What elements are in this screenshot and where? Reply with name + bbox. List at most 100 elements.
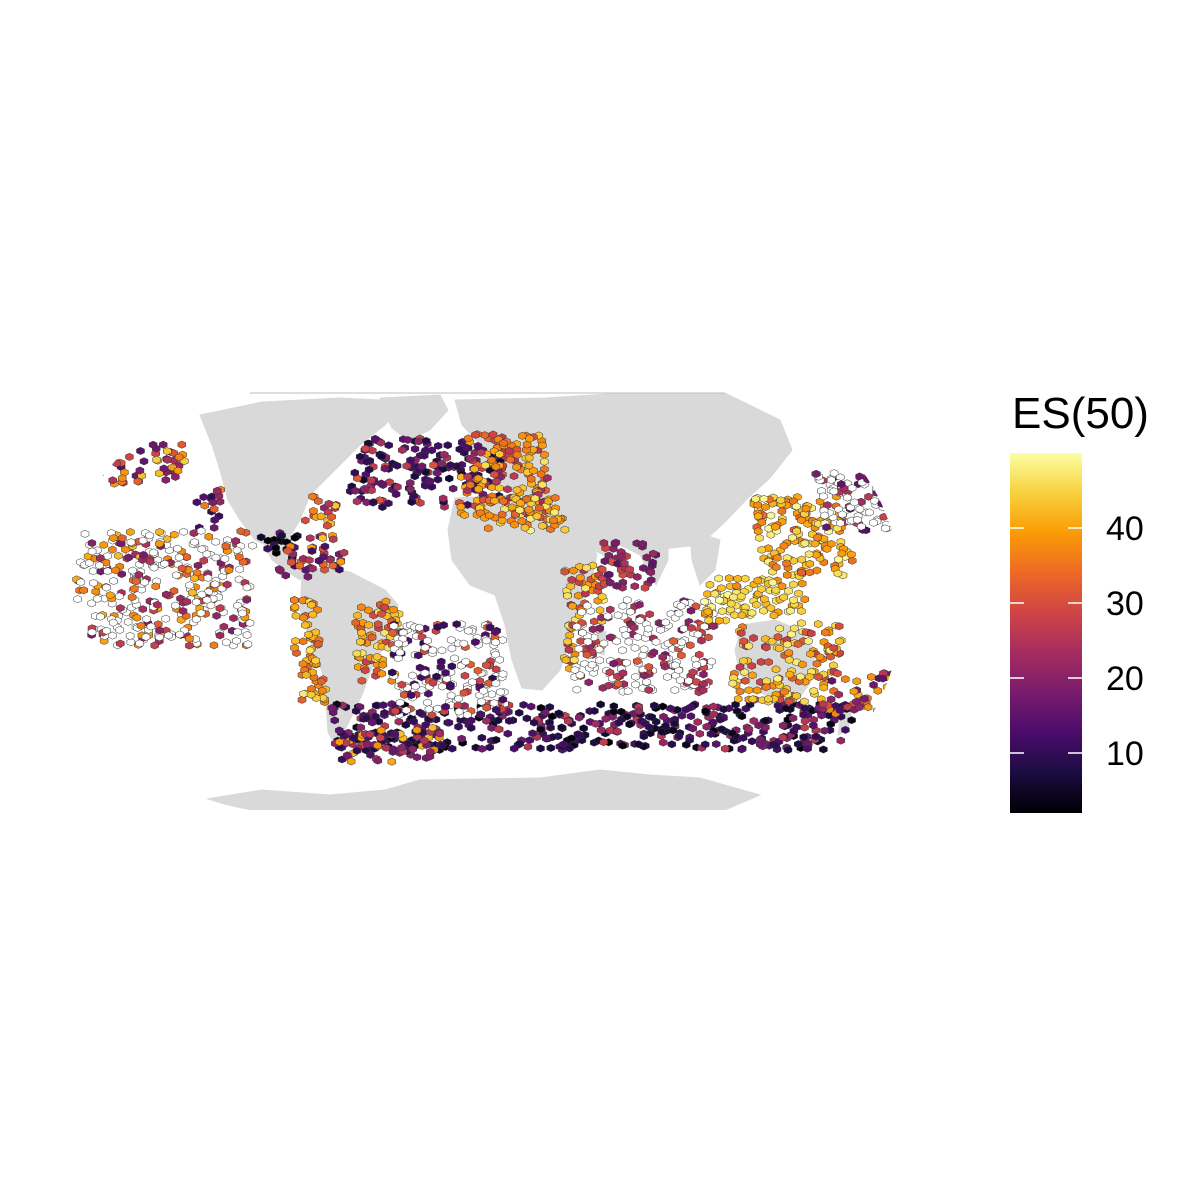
- hex-cell: [318, 534, 327, 542]
- hex-cell: [800, 697, 809, 706]
- hex-cell: [829, 469, 839, 478]
- hex-cell: [417, 462, 427, 471]
- hex-cell: [290, 643, 299, 652]
- hex-cell: [701, 707, 710, 716]
- hex-cell: [343, 751, 352, 760]
- hex-cell: [485, 511, 494, 520]
- hex-cell: [833, 569, 843, 578]
- hex-cell: [323, 521, 332, 530]
- hex-cell: [525, 736, 535, 745]
- hex-cell: [756, 658, 766, 666]
- hex-cell: [437, 646, 447, 655]
- hex-cell: [238, 609, 247, 618]
- hex-cell: [588, 625, 598, 634]
- hex-cell: [499, 497, 508, 506]
- hex-cell: [766, 511, 776, 520]
- hex-cell: [463, 710, 472, 719]
- hex-cell: [447, 662, 457, 671]
- hex-cell: [93, 594, 102, 603]
- hex-cell: [394, 717, 404, 726]
- hex-cell: [630, 643, 640, 652]
- hex-cell: [497, 516, 507, 525]
- hex-cell-layer: [72, 430, 897, 766]
- hex-cell: [437, 657, 446, 666]
- hex-cell: [114, 592, 124, 601]
- hex-cell: [490, 470, 499, 479]
- hex-cell: [503, 729, 513, 738]
- hex-cell: [139, 550, 148, 559]
- hex-cell: [420, 643, 430, 652]
- hex-cell: [771, 586, 781, 595]
- hex-cell: [96, 554, 105, 562]
- hex-cell: [753, 527, 763, 536]
- hex-cell: [387, 668, 397, 677]
- hex-cell: [364, 465, 374, 474]
- hex-cell: [647, 713, 657, 722]
- hex-cell: [658, 738, 668, 747]
- hex-cell: [576, 573, 585, 582]
- hex-cell: [390, 730, 400, 739]
- hex-cell: [460, 671, 470, 680]
- hex-cell: [391, 707, 400, 716]
- hex-cell: [532, 512, 542, 521]
- hex-cell: [835, 637, 844, 646]
- hex-cell: [185, 641, 194, 650]
- hex-cell: [462, 443, 471, 452]
- hex-cell: [563, 637, 573, 646]
- hex-cell: [582, 650, 592, 659]
- hex-cell: [684, 676, 693, 685]
- hex-cell: [812, 469, 821, 478]
- hex-cell: [476, 710, 485, 719]
- hex-cell: [80, 529, 90, 538]
- hex-cell: [835, 706, 845, 715]
- hex-cell: [733, 695, 743, 703]
- hex-cell: [651, 638, 661, 646]
- hex-cell: [330, 716, 339, 725]
- hex-cell: [640, 583, 650, 592]
- hex-cell: [595, 624, 605, 633]
- hex-cell: [443, 441, 452, 450]
- hex-cell: [229, 614, 238, 623]
- hex-cell: [256, 533, 266, 542]
- hex-cell: [474, 485, 483, 493]
- hex-cell: [145, 531, 154, 540]
- hex-cell: [747, 661, 757, 670]
- hex-cell: [814, 673, 823, 682]
- hex-cell: [582, 601, 592, 610]
- hex-cell: [429, 461, 438, 470]
- legend-tick-label: 30: [1106, 585, 1144, 623]
- hex-cell: [572, 685, 582, 694]
- hex-cell: [701, 740, 710, 749]
- hex-cell: [744, 725, 754, 734]
- hex-cell: [542, 734, 551, 743]
- hex-cell: [779, 541, 789, 550]
- hex-cell: [155, 633, 164, 642]
- hex-cell: [773, 553, 782, 562]
- hex-cell: [351, 707, 361, 715]
- hex-cell: [512, 486, 522, 494]
- hex-cell: [197, 590, 207, 599]
- hex-cell: [441, 702, 450, 711]
- hex-cell: [410, 472, 419, 481]
- hex-cell: [125, 631, 135, 640]
- hex-cell: [567, 734, 576, 743]
- hex-cell: [822, 523, 831, 532]
- hex-cell: [491, 462, 501, 471]
- hex-cell: [327, 512, 336, 521]
- hex-cell: [788, 714, 798, 723]
- hex-cell: [732, 582, 741, 590]
- hex-cell: [550, 493, 560, 502]
- hex-cell: [411, 682, 420, 691]
- hex-cell: [869, 680, 878, 689]
- hex-cell: [703, 607, 713, 616]
- hex-cell: [235, 565, 244, 574]
- hex-cell: [459, 639, 469, 648]
- hex-cell: [409, 717, 418, 726]
- hex-cell: [412, 726, 422, 735]
- hex-cell: [582, 563, 591, 572]
- hex-cell: [491, 638, 500, 647]
- hex-cell: [587, 660, 597, 669]
- hex-cell: [393, 483, 402, 491]
- hex-cell: [243, 640, 253, 649]
- hex-cell: [644, 662, 654, 671]
